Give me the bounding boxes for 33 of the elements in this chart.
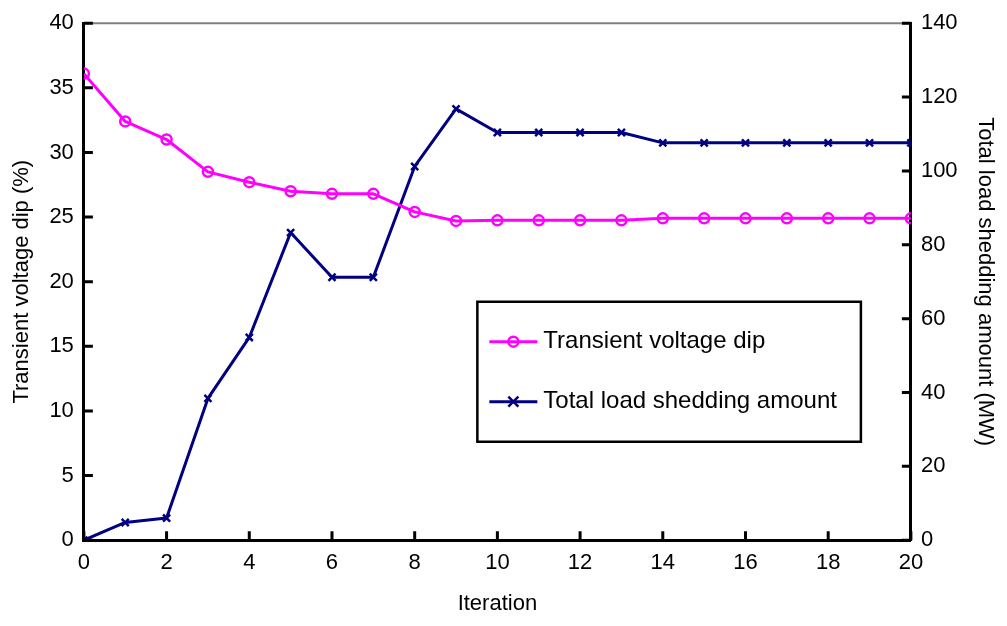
y2-tick-label: 100 (920, 156, 958, 182)
y2-tick-label: 0 (920, 526, 934, 552)
y2-tick-label: 60 (920, 304, 946, 330)
y-tick-label: 15 (49, 332, 74, 358)
x-tick-label: 18 (815, 549, 841, 575)
x-tick-label: 6 (325, 549, 339, 575)
y-tick-label: 25 (49, 203, 74, 229)
x-tick-label: 16 (733, 549, 758, 575)
x-tick-label: 8 (408, 549, 421, 575)
y2-tick-label: 120 (920, 83, 958, 109)
y-tick-label: 10 (49, 397, 74, 423)
y2-tick-label: 40 (920, 378, 946, 404)
x-tick-label: 14 (650, 549, 676, 575)
y-tick-label: 5 (61, 461, 74, 487)
y2-tick-label: 140 (920, 9, 958, 35)
y-tick-label: 40 (49, 9, 74, 35)
y2-axis-title: Total load shedding amount (MW) (973, 117, 999, 447)
legend-label: Transient voltage dip (543, 326, 766, 354)
y-tick-label: 35 (49, 73, 74, 99)
y2-tick-label: 80 (920, 230, 946, 256)
legend-label: Total load shedding amount (543, 386, 838, 414)
x-tick-label: 20 (898, 549, 924, 575)
y-tick-label: 20 (49, 267, 74, 293)
y2-tick-label: 20 (920, 452, 946, 478)
x-tick-label: 4 (243, 549, 256, 575)
x-tick-label: 0 (77, 549, 90, 575)
x-tick-label: 12 (567, 549, 593, 575)
x-tick-label: 2 (160, 549, 173, 575)
y-tick-label: 0 (61, 526, 74, 552)
x-tick-label: 10 (485, 549, 510, 575)
y-tick-label: 30 (49, 138, 74, 164)
y-axis-title: Transient voltage dip (%) (8, 159, 34, 404)
x-axis-title: Iteration (457, 589, 538, 615)
